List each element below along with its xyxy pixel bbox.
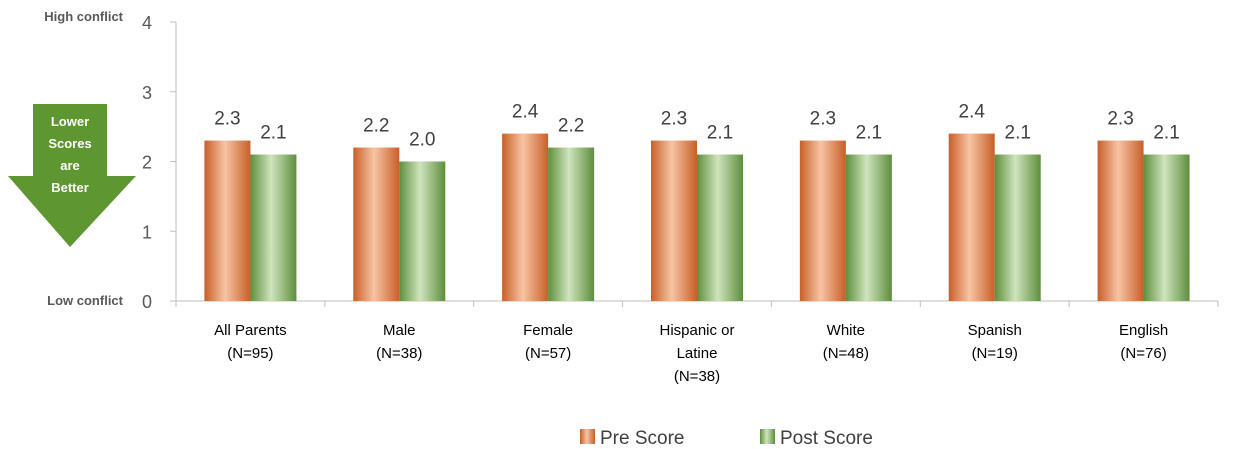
- legend-label-pre-score: Pre Score: [600, 428, 684, 449]
- y-anchor-low-conflict: Low conflict: [47, 293, 124, 308]
- bar-post-score: [994, 154, 1041, 301]
- category-label: (N=76): [1120, 345, 1166, 362]
- data-label-post-score: 2.1: [260, 123, 286, 144]
- bar-post-score: [548, 147, 595, 301]
- arrow-annotation-line: are: [60, 158, 80, 173]
- category-label: White: [827, 322, 865, 339]
- category-label: (N=95): [227, 345, 273, 362]
- bar-pre-score: [353, 147, 400, 301]
- bar-pre-score: [1097, 140, 1144, 301]
- y-anchor-high-conflict: High conflict: [44, 9, 123, 24]
- arrow-annotation-line: Better: [51, 180, 89, 195]
- data-label-pre-score: 2.3: [1107, 109, 1133, 130]
- bar-post-score: [697, 154, 743, 301]
- data-labels: 2.3 2.2 2.4 2.3 2.3 2.4 2.3 2.1 2.0 2.2 2.1 2.1 2.1 2…: [214, 102, 1180, 151]
- arrow-annotation-line: Scores: [48, 136, 91, 151]
- category-label: (N=48): [823, 345, 869, 362]
- bar-pre-score: [502, 133, 549, 301]
- bar-pre-score: [799, 140, 846, 301]
- y-tick-label: 0: [142, 292, 152, 312]
- bar-post-score: [1143, 154, 1190, 301]
- x-tick-marks: [175, 301, 1219, 307]
- data-label-pre-score: 2.3: [214, 109, 240, 130]
- bar-pre-score: [204, 140, 251, 301]
- category-label: All Parents: [214, 322, 287, 339]
- data-label-post-score: 2.0: [409, 130, 435, 151]
- legend-swatch-post-score: [760, 429, 775, 444]
- category-label: (N=38): [674, 368, 720, 385]
- category-label: (N=57): [525, 345, 571, 362]
- category-label: (N=38): [376, 345, 422, 362]
- data-label-post-score: 2.1: [856, 123, 882, 144]
- category-label: Latine: [677, 345, 718, 362]
- bars: [204, 133, 1190, 301]
- down-arrow-icon: [8, 104, 136, 247]
- category-label: (N=19): [972, 345, 1018, 362]
- bar-post-score: [399, 161, 446, 301]
- y-tick-labels: 0 1 2 3 4: [142, 13, 176, 312]
- bar-pre-score: [651, 140, 697, 301]
- arrow-annotation-line: Lower: [51, 114, 89, 129]
- lower-is-better-arrow: Lower Scores are Better: [8, 104, 136, 247]
- y-tick-label: 1: [142, 222, 152, 242]
- category-label: Female: [523, 322, 573, 339]
- legend-swatch-pre-score: [580, 429, 595, 444]
- data-label-post-score: 2.1: [1005, 123, 1031, 144]
- data-label-pre-score: 2.3: [661, 109, 687, 130]
- category-label: Spanish: [968, 322, 1022, 339]
- legend: Pre Score Post Score: [580, 428, 873, 449]
- legend-label-post-score: Post Score: [780, 428, 873, 449]
- data-label-pre-score: 2.4: [512, 102, 539, 123]
- bar-post-score: [845, 154, 892, 301]
- data-label-pre-score: 2.4: [959, 102, 986, 123]
- y-tick-label: 2: [142, 153, 152, 173]
- y-tick-label: 4: [142, 13, 152, 33]
- data-label-post-score: 2.2: [558, 116, 584, 137]
- data-label-pre-score: 2.3: [810, 109, 836, 130]
- data-label-post-score: 2.1: [707, 123, 733, 144]
- category-label: Male: [383, 322, 416, 339]
- data-label-pre-score: 2.2: [363, 116, 389, 137]
- category-labels: All Parents (N=95) Male (N=38) Female (N=57) H…: [214, 322, 1168, 385]
- category-label: Hispanic or: [659, 322, 734, 339]
- data-label-post-score: 2.1: [1153, 123, 1179, 144]
- y-tick-label: 3: [142, 83, 152, 103]
- category-label: English: [1119, 322, 1168, 339]
- bar-pre-score: [948, 133, 995, 301]
- bar-post-score: [250, 154, 297, 301]
